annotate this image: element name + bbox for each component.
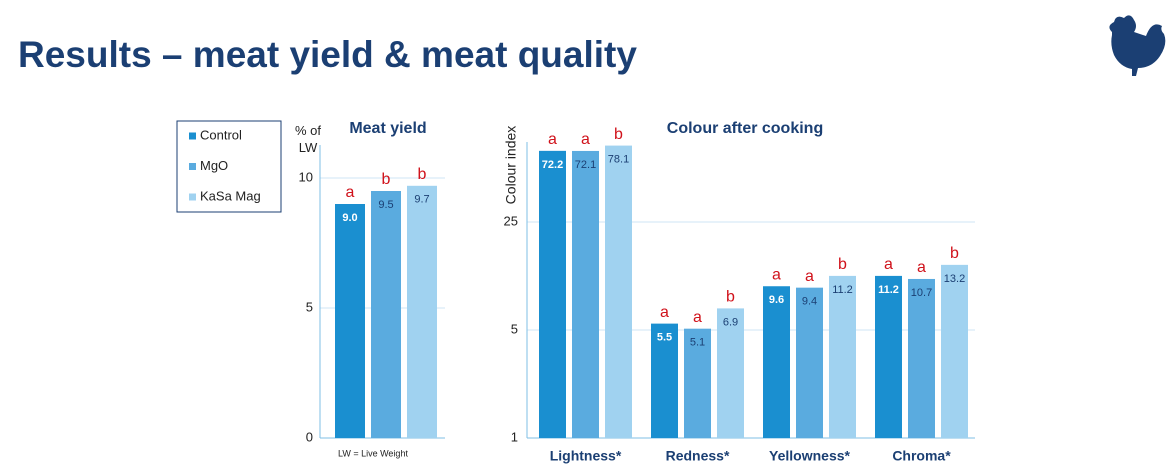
y-tick-label: 10 [299,169,313,184]
significance-letter: a [772,266,781,283]
significance-letter: b [726,289,735,306]
significance-letter: a [884,256,893,273]
value-label: 5.5 [657,332,672,344]
y-axis-label: % of LW [294,123,321,155]
bar [605,145,632,438]
bar [796,287,823,438]
y-tick-label: 5 [511,321,518,336]
legend-swatch [189,132,196,140]
y-tick-label: 5 [306,299,313,314]
value-label: 5.1 [690,337,705,349]
value-label: 9.5 [378,199,393,211]
y-axis-label: Colour index [503,126,519,205]
bar [651,323,678,438]
value-label: 9.6 [769,294,784,306]
logo [1109,15,1166,76]
value-label: 13.2 [944,273,965,285]
value-label: 72.1 [575,159,596,171]
value-label: 9.4 [802,296,817,308]
y-tick-label: 25 [504,213,518,228]
significance-letter: a [693,309,702,326]
bar [875,275,902,438]
x-tick-label: Redness* [666,448,730,464]
bar [908,278,935,438]
bar [572,150,599,438]
x-tick-label: Chroma* [892,448,951,464]
value-label: 9.7 [414,194,429,206]
bar [941,264,968,438]
significance-letter: a [548,131,557,148]
x-tick-label: Yellowness* [769,448,850,464]
chart-title: Colour after cooking [667,120,823,137]
bar [717,308,744,438]
x-tick-label: Lightness* [550,448,622,464]
legend-box [176,120,282,213]
significance-letter: b [950,245,959,262]
legend-label: MgO [200,158,228,173]
legend-label: KaSa Mag [200,188,261,203]
significance-letter: a [805,268,814,285]
bar [371,191,401,438]
significance-letter: b [382,171,391,188]
chart-title: Meat yield [349,120,426,137]
value-label: 72.2 [542,159,563,171]
bar [829,275,856,438]
y-tick-label: 1 [511,429,518,444]
bar [763,286,790,438]
significance-letter: b [418,166,427,183]
legend-swatch [189,193,196,201]
bar [335,204,365,438]
bar [407,185,437,438]
value-label: 10.7 [911,287,932,299]
significance-letter: a [660,304,669,321]
value-label: 78.1 [608,153,629,165]
slide-title: Results – meat yield & meat quality [18,34,637,75]
value-label: 6.9 [723,316,738,328]
value-label: 11.2 [878,284,899,296]
bar [539,150,566,438]
significance-letter: a [917,259,926,276]
value-label: 11.2 [832,284,853,296]
y-tick-label: 0 [306,429,313,444]
significance-letter: b [614,126,623,143]
significance-letter: b [838,256,847,273]
significance-letter: a [346,184,355,201]
value-label: 9.0 [342,212,357,224]
significance-letter: a [581,131,590,148]
legend-swatch [189,163,196,170]
legend-label: Control [200,127,242,142]
footnote: LW = Live Weight [338,448,408,458]
bar [684,328,711,438]
